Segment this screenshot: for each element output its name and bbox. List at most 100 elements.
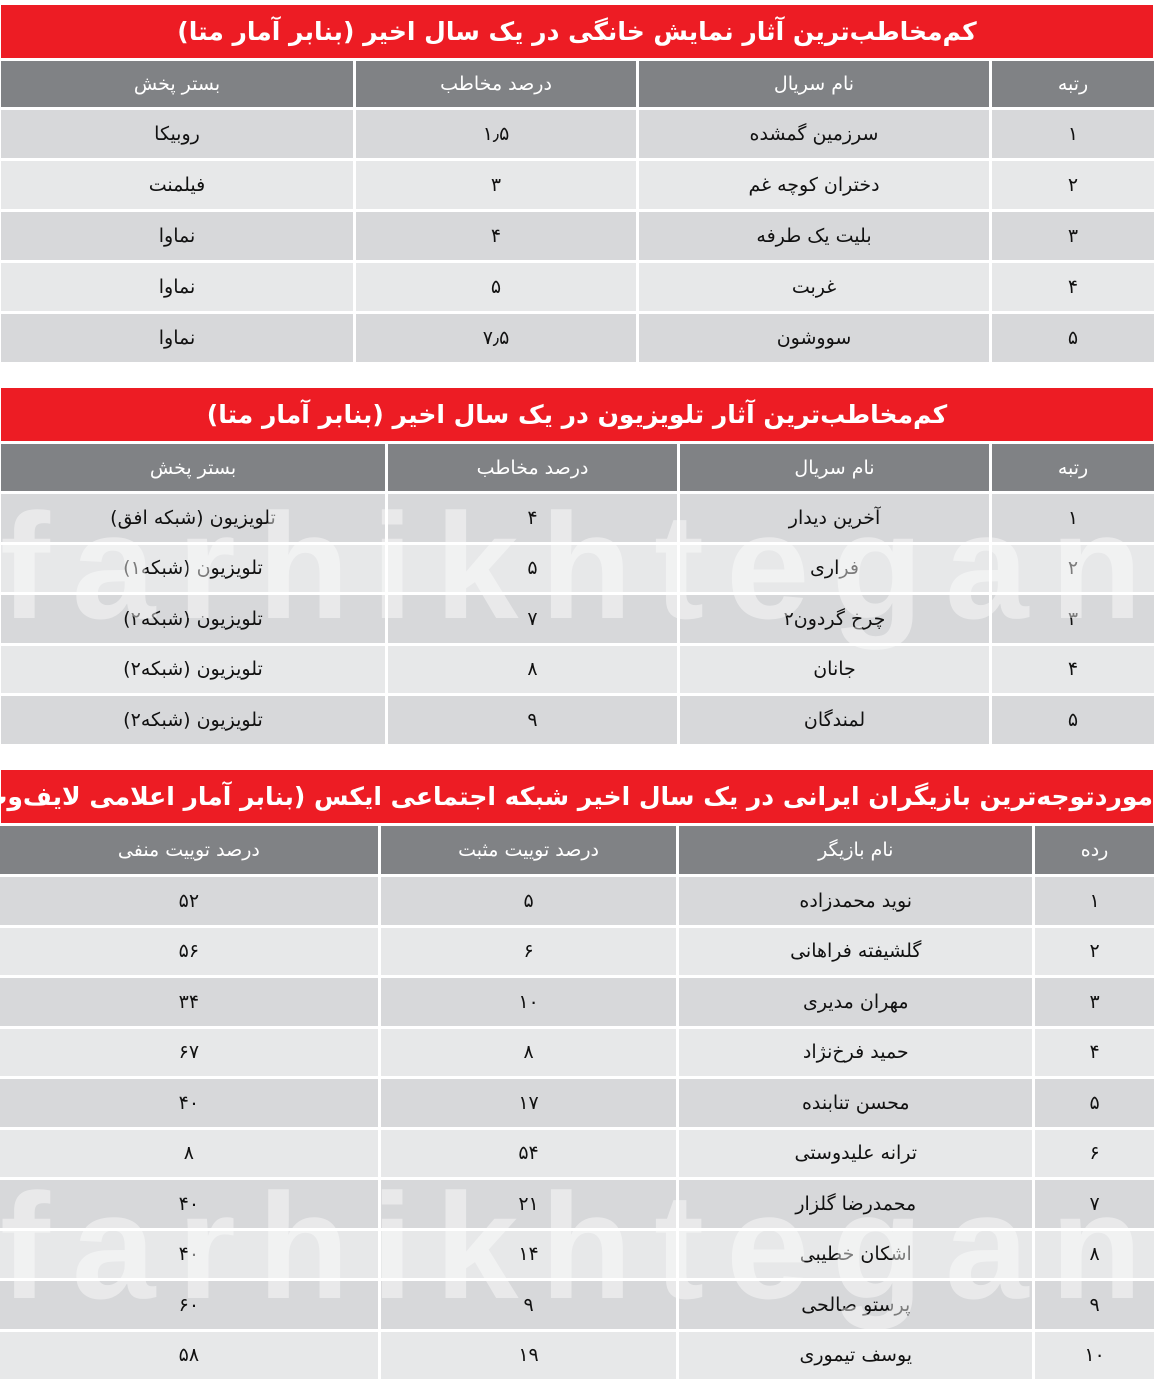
table-row: ۳ مهران مدیری ۱۰ ۳۴ — [0, 978, 1154, 1026]
cell-negative-tweet-percent: ۶۰ — [0, 1281, 378, 1329]
cell-rank: ۱۰ — [1035, 1331, 1154, 1379]
table-header: رده نام بازیگر درصد توییت مثبت درصد توییت م… — [0, 826, 1154, 874]
table-row: ۳ چرخ گردون۲ ۷ تلویزیون (شبکه۲) — [0, 595, 1154, 643]
cell-positive-tweet-percent: ۸ — [380, 1028, 677, 1076]
cell-rank: ۴ — [992, 645, 1154, 693]
cell-positive-tweet-percent: ۱۷ — [380, 1079, 677, 1127]
cell-actor-name: محمدرضا گلزار — [679, 1180, 1033, 1228]
table-television: کم‌مخاطب‌ترین آثار تلویزیون در یک سال اخ… — [0, 388, 1154, 744]
cell-series-name: سرزمین گمشده — [639, 110, 989, 158]
cell-actor-name: گلشیفته فراهانی — [679, 927, 1033, 975]
header-rank: رتبه — [992, 444, 1154, 491]
cell-actor-name: مهران مدیری — [679, 978, 1033, 1026]
table-row: ۸ اشکان خطیبی ۱۴ ۴۰ — [0, 1230, 1154, 1278]
cell-audience-percent: ۸ — [388, 645, 677, 693]
table-row: ۳ بلیت یک طرفه ۴ نماوا — [0, 212, 1154, 260]
cell-positive-tweet-percent: ۱۹ — [380, 1331, 677, 1379]
cell-actor-name: اشکان خطیبی — [679, 1230, 1033, 1278]
cell-series-name: غربت — [639, 263, 989, 311]
cell-positive-tweet-percent: ۵۴ — [380, 1129, 677, 1177]
cell-positive-tweet-percent: ۵ — [380, 877, 677, 925]
cell-rank: ۷ — [1035, 1180, 1154, 1228]
table-row: ۵ محسن تنابنده ۱۷ ۴۰ — [0, 1079, 1154, 1127]
cell-rank: ۱ — [1035, 877, 1154, 925]
cell-platform: تلویزیون (شبکه۱) — [1, 544, 385, 592]
table-row: ۴ حمید فرخ‌نژاد ۸ ۶۷ — [0, 1028, 1154, 1076]
cell-actor-name: پرستو صالحی — [679, 1281, 1033, 1329]
header-negative-tweet-percent: درصد توییت منفی — [0, 826, 378, 874]
cell-series-name: لمندگان — [680, 696, 989, 744]
cell-rank: ۲ — [992, 161, 1154, 209]
cell-audience-percent: ۴ — [356, 212, 636, 260]
table-home-video: کم‌مخاطب‌ترین آثار نمایش خانگی در یک سال… — [0, 5, 1154, 362]
cell-actor-name: محسن تنابنده — [679, 1079, 1033, 1127]
cell-platform: تلویزیون (شبکه۲) — [1, 595, 385, 643]
cell-rank: ۱ — [992, 494, 1154, 542]
cell-audience-percent: ۳ — [356, 161, 636, 209]
cell-actor-name: نوید محمدزاده — [679, 877, 1033, 925]
cell-platform: نماوا — [1, 212, 353, 260]
cell-platform: تلویزیون (شبکه افق) — [1, 494, 385, 542]
header-platform: بستر پخش — [1, 61, 353, 107]
cell-series-name: دختران کوچه غم — [639, 161, 989, 209]
cell-series-name: آخرین دیدار — [680, 494, 989, 542]
table-row: ۲ گلشیفته فراهانی ۶ ۵۶ — [0, 927, 1154, 975]
table-row: ۵ لمندگان ۹ تلویزیون (شبکه۲) — [0, 696, 1154, 744]
table-row: ۴ غربت ۵ نماوا — [0, 263, 1154, 311]
table-row: ۶ ترانه علیدوستی ۵۴ ۸ — [0, 1129, 1154, 1177]
header-series-name: نام سریال — [680, 444, 989, 491]
cell-series-name: جانان — [680, 645, 989, 693]
cell-rank: ۸ — [1035, 1230, 1154, 1278]
cell-negative-tweet-percent: ۵۸ — [0, 1331, 378, 1379]
cell-audience-percent: ۹ — [388, 696, 677, 744]
cell-rank: ۳ — [1035, 978, 1154, 1026]
table-header: رتبه نام سریال درصد مخاطب بستر پخش — [0, 444, 1154, 491]
table-title: موردتوجه‌ترین بازیگران ایرانی در یک سال … — [0, 770, 1153, 823]
cell-series-name: بلیت یک طرفه — [639, 212, 989, 260]
cell-positive-tweet-percent: ۲۱ — [380, 1180, 677, 1228]
table-row: ۱۰ یوسف تیموری ۱۹ ۵۸ — [0, 1331, 1154, 1379]
cell-series-name: فراری — [680, 544, 989, 592]
cell-positive-tweet-percent: ۶ — [380, 927, 677, 975]
cell-audience-percent: ۵ — [356, 263, 636, 311]
header-audience-percent: درصد مخاطب — [388, 444, 677, 491]
cell-rank: ۴ — [1035, 1028, 1154, 1076]
cell-rank: ۵ — [1035, 1079, 1154, 1127]
table-header: رتبه نام سریال درصد مخاطب بستر پخش — [0, 61, 1154, 107]
cell-rank: ۵ — [992, 314, 1154, 362]
cell-audience-percent: ۷ — [388, 595, 677, 643]
cell-rank: ۳ — [992, 595, 1154, 643]
header-rank: رتبه — [992, 61, 1154, 107]
cell-negative-tweet-percent: ۴۰ — [0, 1230, 378, 1278]
header-actor-name: نام بازیگر — [679, 826, 1033, 874]
table-title: کم‌مخاطب‌ترین آثار نمایش خانگی در یک سال… — [1, 5, 1153, 58]
cell-actor-name: ترانه علیدوستی — [679, 1129, 1033, 1177]
cell-platform: تلویزیون (شبکه۲) — [1, 645, 385, 693]
table-row: ۱ آخرین دیدار ۴ تلویزیون (شبکه افق) — [0, 494, 1154, 542]
table-row: ۴ جانان ۸ تلویزیون (شبکه۲) — [0, 645, 1154, 693]
table-row: ۵ سووشون ۷٫۵ نماوا — [0, 314, 1154, 362]
cell-positive-tweet-percent: ۱۰ — [380, 978, 677, 1026]
cell-negative-tweet-percent: ۴۰ — [0, 1079, 378, 1127]
table-title: کم‌مخاطب‌ترین آثار تلویزیون در یک سال اخ… — [1, 388, 1153, 441]
cell-positive-tweet-percent: ۹ — [380, 1281, 677, 1329]
table-row: ۱ نوید محمدزاده ۵ ۵۲ — [0, 877, 1154, 925]
table-row: ۷ محمدرضا گلزار ۲۱ ۴۰ — [0, 1180, 1154, 1228]
cell-rank: ۵ — [992, 696, 1154, 744]
cell-platform: نماوا — [1, 314, 353, 362]
cell-audience-percent: ۵ — [388, 544, 677, 592]
table-row: ۲ فراری ۵ تلویزیون (شبکه۱) — [0, 544, 1154, 592]
header-positive-tweet-percent: درصد توییت مثبت — [380, 826, 677, 874]
table-row: ۹ پرستو صالحی ۹ ۶۰ — [0, 1281, 1154, 1329]
cell-negative-tweet-percent: ۸ — [0, 1129, 378, 1177]
cell-platform: روبیکا — [1, 110, 353, 158]
header-series-name: نام سریال — [639, 61, 989, 107]
cell-audience-percent: ۷٫۵ — [356, 314, 636, 362]
cell-negative-tweet-percent: ۵۲ — [0, 877, 378, 925]
cell-rank: ۹ — [1035, 1281, 1154, 1329]
cell-rank: ۳ — [992, 212, 1154, 260]
cell-audience-percent: ۱٫۵ — [356, 110, 636, 158]
header-audience-percent: درصد مخاطب — [356, 61, 636, 107]
cell-platform: تلویزیون (شبکه۲) — [1, 696, 385, 744]
cell-negative-tweet-percent: ۶۷ — [0, 1028, 378, 1076]
